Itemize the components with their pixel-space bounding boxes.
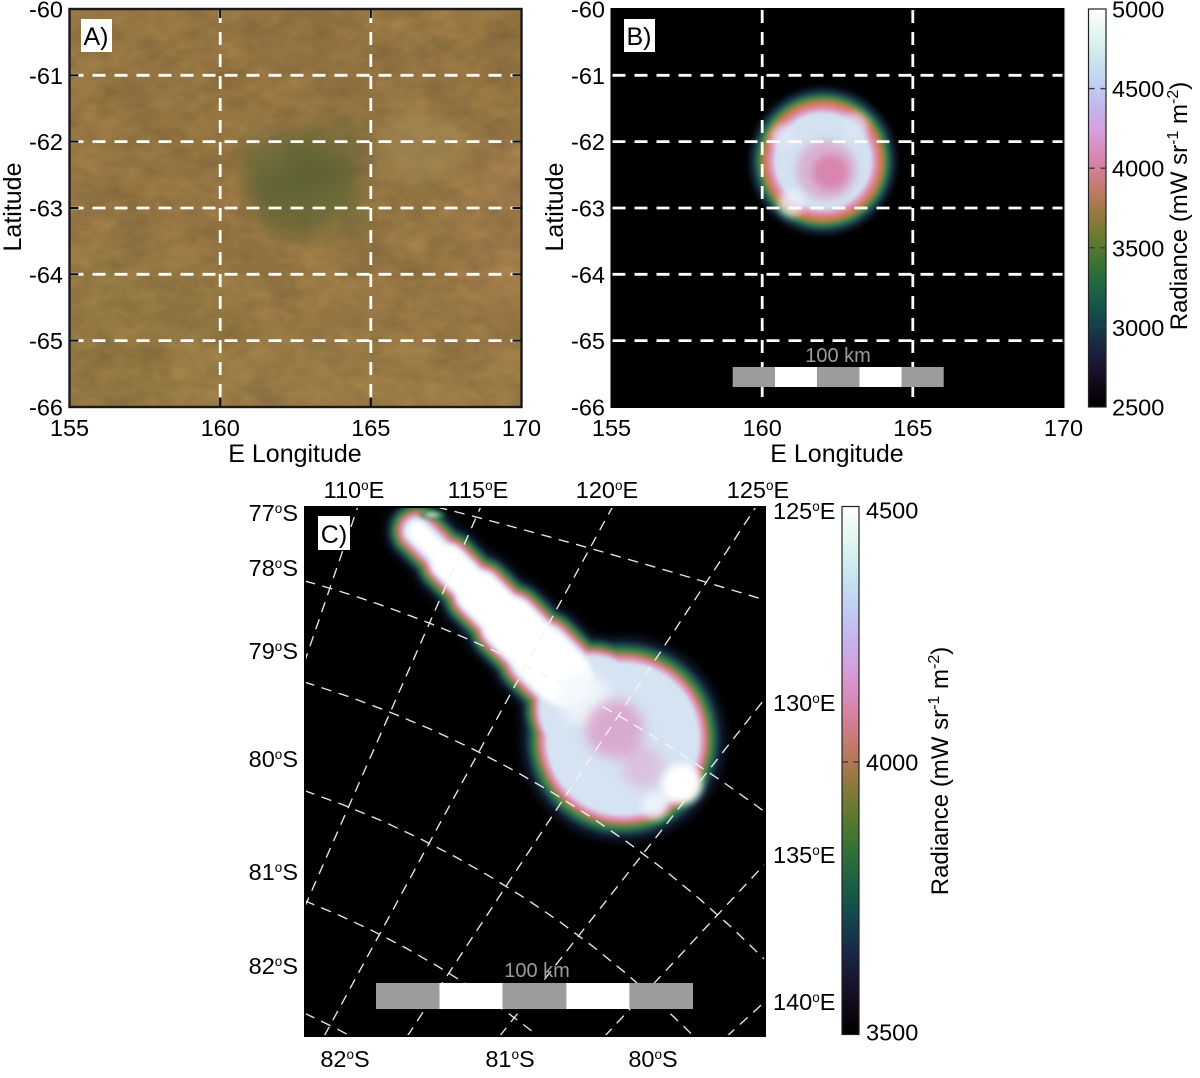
svg-text:120oE: 120oE <box>576 477 638 503</box>
svg-text:-64: -64 <box>571 262 605 288</box>
svg-text:160: 160 <box>743 415 782 441</box>
svg-text:-61: -61 <box>571 63 605 89</box>
svg-text:-65: -65 <box>29 328 63 354</box>
svg-text:-61: -61 <box>29 63 63 89</box>
svg-text:5000: 5000 <box>1112 0 1164 23</box>
svg-text:3500: 3500 <box>866 1020 918 1046</box>
svg-text:-63: -63 <box>29 196 63 222</box>
svg-text:Radiance (mW sr-1 m-2): Radiance (mW sr-1 m-2) <box>926 647 954 896</box>
svg-text:4000: 4000 <box>866 750 918 776</box>
svg-text:-62: -62 <box>29 129 63 155</box>
svg-text:155: 155 <box>50 415 89 441</box>
svg-text:82oS: 82oS <box>249 953 298 979</box>
svg-text:3500: 3500 <box>1112 235 1164 261</box>
svg-text:77oS: 77oS <box>249 500 298 526</box>
svg-text:-60: -60 <box>571 0 605 23</box>
svg-text:3000: 3000 <box>1112 315 1164 341</box>
svg-text:115oE: 115oE <box>448 477 509 503</box>
svg-text:82oS: 82oS <box>320 1046 369 1072</box>
svg-text:165: 165 <box>351 415 390 441</box>
svg-text:80oS: 80oS <box>249 746 298 772</box>
svg-text:81oS: 81oS <box>485 1046 534 1072</box>
svg-text:81oS: 81oS <box>249 859 298 885</box>
svg-text:Latitude: Latitude <box>541 163 569 252</box>
svg-text:-66: -66 <box>29 395 63 421</box>
svg-text:170: 170 <box>502 415 541 441</box>
svg-text:-65: -65 <box>571 328 605 354</box>
svg-text:A): A) <box>84 23 109 51</box>
svg-text:Radiance (mW sr-1 m-2): Radiance (mW sr-1 m-2) <box>1165 82 1193 331</box>
svg-text:78oS: 78oS <box>249 555 298 581</box>
svg-text:E Longitude: E Longitude <box>228 440 361 468</box>
svg-text:110oE: 110oE <box>324 477 385 503</box>
svg-text:4500: 4500 <box>1112 76 1164 102</box>
svg-text:4000: 4000 <box>1112 156 1164 182</box>
svg-text:155: 155 <box>592 415 631 441</box>
svg-text:E Longitude: E Longitude <box>770 440 903 468</box>
svg-text:130oE: 130oE <box>773 690 835 716</box>
svg-text:125oE: 125oE <box>773 498 835 524</box>
svg-text:-64: -64 <box>29 262 63 288</box>
svg-text:-60: -60 <box>29 0 63 23</box>
svg-text:100 km: 100 km <box>805 345 871 367</box>
svg-text:100 km: 100 km <box>504 960 570 982</box>
svg-text:135oE: 135oE <box>773 842 835 868</box>
svg-text:-66: -66 <box>571 395 605 421</box>
svg-text:4500: 4500 <box>866 498 918 524</box>
svg-text:170: 170 <box>1044 415 1083 441</box>
svg-text:80oS: 80oS <box>628 1046 677 1072</box>
svg-text:B): B) <box>627 23 652 51</box>
svg-text:165: 165 <box>893 415 932 441</box>
svg-text:160: 160 <box>201 415 240 441</box>
svg-text:-62: -62 <box>571 129 605 155</box>
svg-text:Latitude: Latitude <box>0 163 27 252</box>
svg-text:-63: -63 <box>571 196 605 222</box>
svg-text:79oS: 79oS <box>249 638 298 664</box>
svg-text:C): C) <box>321 521 347 549</box>
svg-text:140oE: 140oE <box>773 989 835 1015</box>
svg-text:125oE: 125oE <box>727 477 789 503</box>
svg-text:2500: 2500 <box>1112 395 1164 421</box>
